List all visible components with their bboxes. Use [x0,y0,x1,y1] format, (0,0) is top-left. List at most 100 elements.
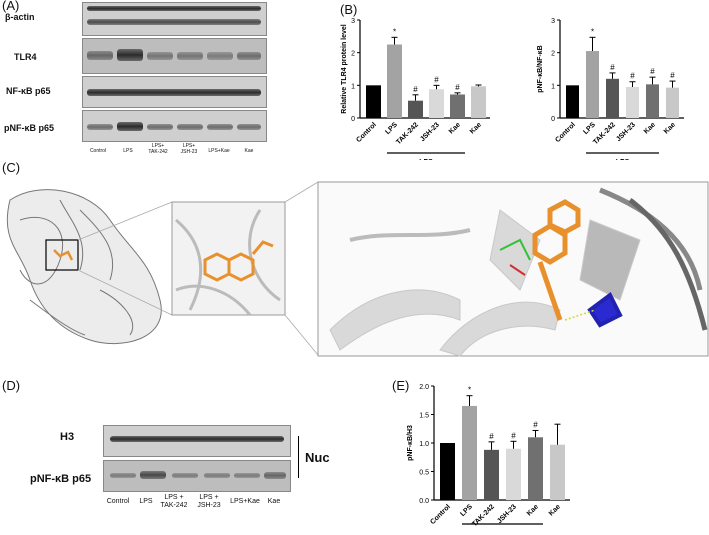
significance-marker: # [650,67,655,76]
blot-row-label: pNF-κB p65 [4,123,55,133]
panel-c-label: (C) [2,160,21,175]
lane-label: LPS+ JSH-23 [180,143,198,155]
x-tick-label: JSH-23 [615,121,637,143]
blot-h3 [103,425,291,457]
bar [666,87,679,118]
nuc-bracket [298,436,299,478]
x-tick-label: Control [429,503,452,526]
nuc-label: Nuc [305,450,330,465]
lane-label: Kae [244,148,254,154]
bar [646,84,659,118]
bar [450,94,465,118]
lane-label: LPS+Kae [208,148,230,154]
x-tick-label: LPS [459,503,474,518]
ligand-kaempferol [532,199,581,321]
y-tick-label: 3 [551,18,555,25]
lane-label: LPS [123,148,133,154]
lane-label: LPS + JSH-23 [197,494,221,509]
significance-marker: # [630,72,635,81]
y-axis-label: Relative TLR4 protein level [341,24,348,114]
bar [606,78,619,118]
bar [471,86,486,118]
x-tick-label: Kae [469,121,483,135]
bar [440,443,455,500]
chart-pnfkb-nfkb: 0 1 2 3 pNF-κB/NF-κB Control * LPS # TAK-242 # JSH-… [537,18,684,160]
bar [484,449,499,500]
blot-beta-actin [82,2,267,36]
y-tick-label: 0 [551,116,555,123]
blot-nuc-pnfkb [103,460,291,492]
group-label: LPS [616,159,630,160]
blot-row-label: H3 [60,431,75,443]
y-tick-label: 2.0 [419,384,429,391]
bar [462,405,477,500]
lane-label: LPS+Kae [230,498,260,505]
x-tick-label: Control [355,121,378,144]
significance-marker: # [670,71,675,80]
x-tick-label: Kae [663,121,677,135]
blot-row-label: TLR4 [14,52,37,62]
y-tick-label: 3 [351,18,355,25]
bar [506,448,521,500]
bar [550,444,565,500]
y-axis-label: pNF-κB/NF-κB [537,45,544,92]
y-tick-label: 2 [351,51,355,58]
zoom-box [45,239,79,271]
y-tick-label: 0.0 [419,498,429,505]
lane-label: Kae [267,498,281,505]
lane-label: Control [89,148,107,154]
panel-e-label: (E) [392,378,410,393]
x-tick-label: JSH-23 [496,503,518,525]
panel-b-label: (B) [340,2,358,17]
x-tick-label: Kae [448,121,462,135]
blot-nfkb-p65 [82,76,267,108]
x-tick-label: LPS [384,121,399,136]
x-tick-label: Kae [548,503,562,517]
x-tick-label: LPS [582,121,597,136]
blot-pnfkb-p65 [82,110,267,142]
x-tick-label: TAK-242 [395,121,420,146]
significance-marker: * [393,27,396,36]
x-tick-label: Kae [526,503,540,517]
lane-label: LPS+ TAK-242 [148,143,168,155]
x-tick-label: Control [554,121,577,144]
lane-label: LPS + TAK-242 [160,494,188,509]
bar [586,51,599,118]
significance-marker: # [610,63,615,72]
blot-row-label: β-actin [5,12,35,22]
y-tick-label: 1 [551,83,555,90]
x-tick-label: Kae [643,121,657,135]
protein-overview [6,189,162,345]
docking-figure [6,181,709,357]
significance-marker: # [455,83,460,92]
significance-marker: # [489,432,494,441]
chart-pnfkb-h3: 0.00.51.01.52.0pNF-κB/H3Control*LPS#TAK-… [407,384,570,528]
x-tick-label: JSH-23 [419,121,441,143]
panel-a-label: (A) [2,0,20,13]
significance-marker: # [533,420,538,429]
blot-tlr4 [82,38,267,74]
group-label: LPS [419,159,433,160]
y-tick-label: 1.5 [419,413,429,420]
significance-marker: # [413,85,418,94]
bar [366,85,381,118]
y-tick-label: 1.0 [419,441,429,448]
bar [387,44,402,118]
y-tick-label: 0.5 [419,470,429,477]
bar [408,100,423,118]
y-tick-label: 2 [551,51,555,58]
y-tick-label: 0 [351,116,355,123]
bar [566,85,579,118]
x-tick-label: TAK-242 [592,121,617,146]
lane-label: Control [106,498,130,505]
significance-marker: # [434,75,439,84]
y-tick-label: 1 [351,83,355,90]
significance-marker: # [511,431,516,440]
blot-row-label: NF-κB p65 [6,86,51,96]
bar [528,437,543,500]
blot-row-label: pNF-κB p65 [30,473,92,485]
significance-marker: * [468,386,471,395]
bar [429,89,444,118]
y-axis-label: pNF-κB/H3 [407,425,414,461]
